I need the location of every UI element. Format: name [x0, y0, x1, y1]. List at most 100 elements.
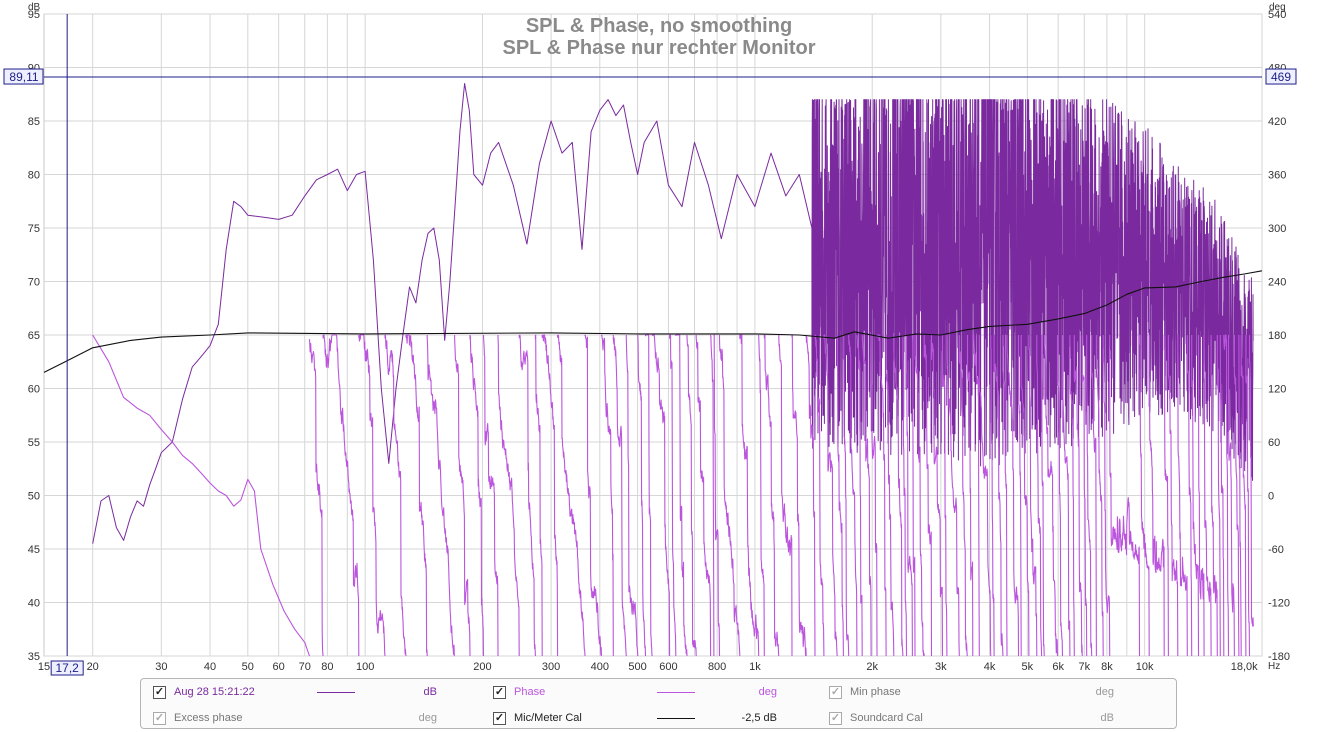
series-line	[914, 335, 925, 657]
series-line	[1036, 335, 1043, 657]
series-line	[758, 335, 765, 657]
series-line	[923, 335, 933, 657]
legend-label: Mic/Meter Cal	[514, 712, 582, 724]
y-left-unit: dB	[28, 2, 41, 13]
series-line	[966, 335, 974, 657]
series-line	[710, 335, 715, 657]
series-line	[1167, 335, 1179, 657]
x-tick-label: 1k	[749, 661, 761, 673]
series-line	[454, 335, 471, 657]
series-line	[1086, 335, 1093, 657]
legend-item[interactable]: ✓ Excess phase	[153, 708, 242, 728]
series-line	[1248, 335, 1254, 627]
series-line	[978, 335, 992, 657]
legend-value: deg	[758, 686, 777, 698]
y-left-tick-label: 60	[28, 384, 40, 396]
legend-label: Phase	[514, 686, 546, 698]
series-line	[405, 334, 428, 657]
x-tick-label: 5k	[1022, 661, 1034, 673]
y-right-tick-label: 540	[1268, 9, 1286, 21]
series-line	[651, 334, 671, 657]
series-line	[1177, 335, 1188, 657]
legend-checkbox[interactable]: ✓	[829, 685, 842, 699]
series-line	[1238, 335, 1242, 657]
x-tick-label: 80	[321, 661, 333, 673]
series-line	[1138, 334, 1150, 657]
legend-value: -2,5 dB	[741, 712, 777, 724]
series-line	[1061, 335, 1071, 657]
series-line	[870, 335, 878, 657]
series-line	[675, 334, 688, 657]
series-line	[43, 270, 1263, 373]
x-tick-label: 600	[659, 661, 677, 673]
series-line	[426, 335, 456, 657]
series-line	[893, 335, 904, 657]
series-line	[1073, 335, 1083, 657]
series-line	[1216, 335, 1221, 657]
y-left-tick-label: 95	[28, 9, 40, 21]
series-line	[322, 334, 360, 657]
series-line	[739, 334, 760, 657]
y-left-tick-label: 40	[28, 598, 40, 610]
series-line	[1191, 335, 1200, 657]
x-tick-label: 100	[356, 661, 374, 673]
chart-subtitle: SPL & Phase nur rechter Monitor	[502, 37, 815, 59]
y-right-tick-label: 0	[1268, 491, 1274, 503]
x-unit: Hz	[1268, 661, 1280, 672]
legend-checkbox[interactable]: ✓	[153, 685, 166, 699]
series-line	[876, 334, 887, 657]
series-line	[534, 334, 543, 657]
y-right-tick-label: 360	[1268, 170, 1286, 182]
legend-item[interactable]: ✓ Phase	[493, 682, 545, 702]
series-line	[763, 334, 780, 657]
legend-item[interactable]: ✓ Soundcard Cal	[829, 708, 923, 728]
legend-checkbox[interactable]: ✓	[493, 685, 506, 699]
series-line	[848, 335, 858, 657]
series-line	[930, 335, 944, 657]
x-axis: 15 20 30 40 50 60 70 80 100 200 300 400 500 600 800 1k 2…	[38, 661, 1258, 673]
legend-item[interactable]: ✓ Min phase	[829, 682, 901, 702]
series-line	[990, 335, 995, 657]
traces	[43, 83, 1263, 657]
y-left-tick-label: 35	[28, 651, 40, 663]
series-line	[308, 339, 324, 657]
series-line	[993, 335, 1004, 657]
x-tick-label: 30	[155, 661, 167, 673]
series-line	[1203, 335, 1212, 657]
y-right-tick-label: -60	[1268, 544, 1284, 556]
series-line	[1081, 335, 1088, 657]
cursor-x-box	[50, 660, 84, 676]
x-tick-label: 8k	[1101, 661, 1113, 673]
y-left-tick-label: 75	[28, 223, 40, 235]
chart-title: SPL & Phase, no smoothing	[526, 15, 792, 37]
x-tick-label: 70	[299, 661, 311, 673]
cursor-y-left-box	[3, 68, 44, 85]
series-line	[713, 334, 721, 657]
series-line	[1102, 335, 1111, 657]
y-right-tick-label: 420	[1268, 116, 1286, 128]
x-tick-label: 18,0k	[1231, 661, 1258, 673]
series-line	[1245, 335, 1251, 657]
y-left-tick-label: 65	[28, 330, 40, 342]
series-line	[644, 334, 653, 657]
legend: ✓ Aug 28 15:21:22 dB ✓ Phase deg ✓ Min phase deg…	[140, 678, 1177, 729]
series-line	[905, 335, 913, 657]
series-line	[814, 334, 825, 657]
legend-checkbox[interactable]: ✓	[153, 711, 166, 725]
series-line	[1109, 335, 1141, 657]
legend-checkbox[interactable]: ✓	[493, 711, 506, 725]
series-line	[1017, 335, 1022, 657]
y-right-tick-label: 120	[1268, 384, 1286, 396]
series-line	[861, 335, 872, 657]
legend-label: Aug 28 15:21:22	[174, 686, 255, 698]
cursor: 89,11 469 17,2	[3, 14, 1297, 676]
y-right-tick-label: 180	[1268, 330, 1286, 342]
series-line	[1148, 335, 1165, 657]
legend-item[interactable]: ✓ Mic/Meter Cal	[493, 708, 582, 728]
y-left-tick-label: 45	[28, 544, 40, 556]
legend-checkbox[interactable]: ✓	[829, 711, 842, 725]
legend-value: dB	[423, 686, 437, 698]
legend-item[interactable]: ✓ Aug 28 15:21:22	[153, 682, 255, 702]
